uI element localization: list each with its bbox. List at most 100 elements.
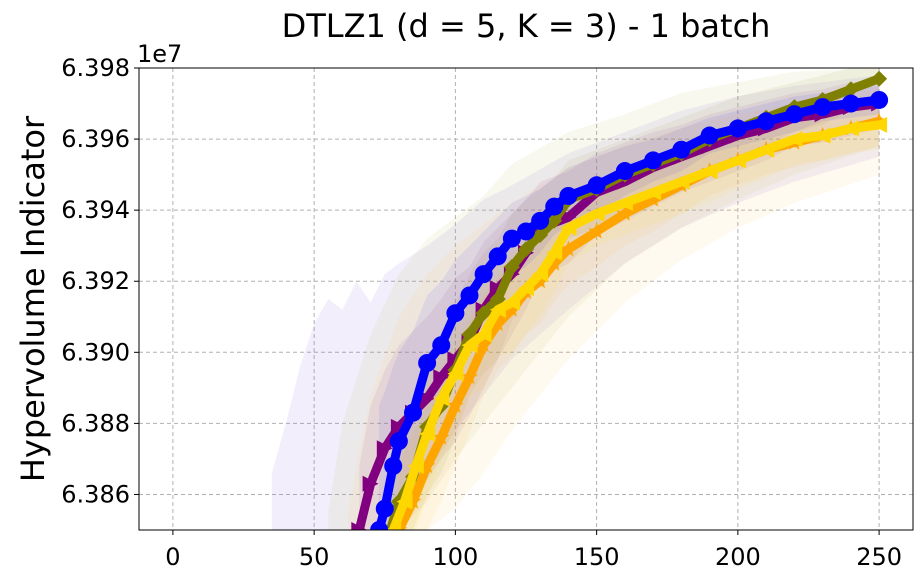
data-point-blue (785, 105, 804, 124)
data-point-gold (407, 458, 424, 474)
data-point-blue (375, 499, 394, 518)
data-point-gold (871, 116, 888, 133)
data-point-gold (814, 127, 831, 144)
data-point-blue (502, 229, 521, 248)
data-point-blue (644, 151, 663, 170)
data-point-olive (871, 70, 888, 87)
x-tick-label: 150 (574, 543, 620, 571)
y-tick-label: 6.390 (61, 338, 130, 366)
y-tick-label: 6.398 (61, 54, 130, 82)
y-axis-label: Hypervolume Indicator (14, 115, 52, 482)
data-point-gold (475, 326, 492, 343)
data-point-blue (870, 90, 889, 109)
data-point-blue (460, 286, 479, 305)
confidence-band (271, 75, 880, 530)
data-point-gold (616, 195, 633, 211)
data-point-gold (532, 266, 549, 283)
data-point-orange (461, 368, 478, 385)
data-point-blue (841, 94, 860, 113)
data-point-gold (729, 152, 746, 169)
data-point-gold (701, 163, 718, 180)
data-point-orange (404, 492, 422, 509)
x-tick-label: 200 (715, 543, 761, 571)
data-point-purple (376, 440, 393, 457)
data-point-blue (559, 186, 578, 205)
data-point-gold (518, 280, 534, 297)
data-point-olive (532, 227, 549, 243)
data-point-olive (518, 241, 534, 258)
data-point-blue (517, 222, 535, 241)
x-tick-label: 250 (856, 543, 902, 571)
series-lines (351, 70, 889, 530)
data-point-blue (446, 304, 465, 323)
data-point-gold (842, 120, 859, 137)
data-point-gold (546, 244, 563, 261)
data-point-olive (475, 305, 492, 322)
data-point-blue (728, 119, 747, 138)
data-point-purple (351, 522, 368, 530)
y-tick-label: 6.392 (61, 267, 130, 295)
data-point-orange (432, 428, 450, 445)
data-point-olive (503, 259, 520, 275)
data-point-orange (447, 396, 464, 413)
data-point-gold (673, 173, 690, 190)
y-axis-offset-label: 1e7 (137, 40, 182, 68)
x-tick-label: 50 (299, 543, 330, 571)
plot-frame (138, 67, 914, 531)
x-tick-label: 100 (432, 543, 478, 571)
data-point-gold (786, 131, 803, 148)
data-point-blue (672, 140, 691, 159)
grid-lines (139, 67, 913, 530)
data-point-gold (433, 390, 450, 407)
data-point-gold (461, 337, 478, 354)
data-point-orange (475, 336, 492, 353)
data-point-gold (419, 426, 436, 442)
y-tick-label: 6.386 (61, 480, 130, 508)
data-point-blue (615, 162, 634, 181)
y-tick-label: 6.396 (61, 125, 130, 153)
data-point-gold (758, 141, 775, 158)
data-point-blue (418, 353, 437, 372)
data-point-orange (489, 315, 507, 331)
data-point-purple (419, 390, 436, 407)
data-point-blue (587, 176, 606, 195)
data-point-orange (503, 300, 521, 317)
data-point-gold (489, 301, 506, 318)
data-point-blue (389, 432, 408, 451)
data-point-blue (488, 247, 507, 266)
data-point-orange (560, 240, 577, 257)
data-point-orange (588, 222, 605, 239)
axis-ticks: 0 50 100 150 200 250 6.386 6.388 6.390 6.392 6.394… (61, 54, 902, 571)
data-point-blue (432, 336, 451, 355)
data-point-blue (384, 457, 403, 476)
chart-title: DTLZ1 (d = 5, K = 3) - 1 batch (282, 7, 771, 45)
data-point-gold (396, 493, 413, 510)
data-point-orange (644, 190, 662, 207)
data-point-purple (362, 475, 379, 492)
data-point-olive (842, 81, 859, 98)
x-tick-label: 0 (165, 543, 180, 571)
data-point-blue (700, 126, 719, 145)
data-point-gold (588, 205, 605, 222)
data-point-gold (645, 184, 662, 201)
data-point-gold (560, 219, 577, 236)
data-point-blue (404, 403, 423, 422)
data-point-blue (545, 197, 564, 216)
data-point-gold (447, 365, 464, 382)
data-point-purple (433, 369, 450, 386)
confidence-band (328, 68, 880, 530)
data-point-blue (370, 521, 389, 530)
data-point-blue (757, 112, 776, 131)
data-point-purple (390, 418, 407, 435)
y-tick-label: 6.388 (61, 409, 130, 437)
y-tick-label: 6.394 (61, 196, 130, 224)
data-point-gold (385, 522, 402, 530)
data-point-blue (531, 211, 550, 230)
data-point-orange (616, 204, 634, 221)
data-point-blue (474, 265, 493, 284)
data-point-gold (503, 294, 520, 311)
data-point-orange (545, 254, 563, 271)
confidence-band (348, 89, 880, 530)
data-point-blue (813, 98, 832, 117)
